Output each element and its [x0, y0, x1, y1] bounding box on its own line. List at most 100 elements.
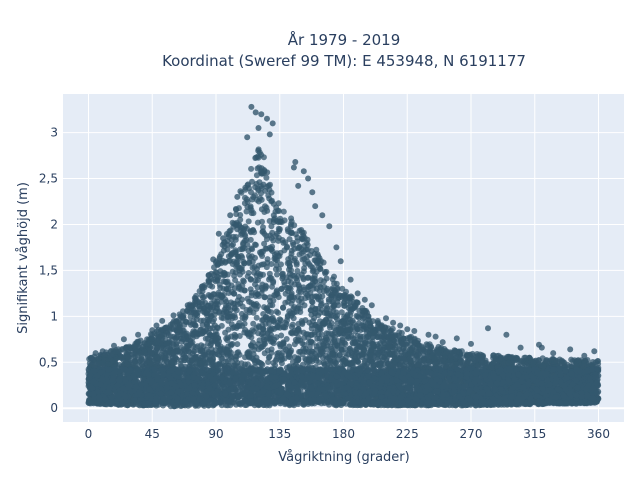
data-point — [345, 326, 351, 333]
data-point — [249, 196, 256, 203]
data-point — [286, 259, 293, 266]
data-point — [278, 261, 284, 268]
data-point — [197, 317, 204, 324]
data-point — [278, 332, 285, 339]
data-point — [253, 314, 260, 321]
data-point — [321, 278, 327, 285]
data-point — [212, 278, 219, 285]
data-point — [261, 350, 268, 357]
data-point — [261, 240, 268, 247]
data-point — [374, 317, 381, 324]
data-point — [301, 255, 308, 262]
data-point — [252, 184, 259, 191]
data-point — [263, 174, 270, 181]
data-point — [294, 268, 301, 274]
data-point — [204, 316, 211, 323]
data-point — [253, 196, 260, 203]
data-point — [273, 308, 280, 315]
data-point — [389, 325, 396, 332]
data-point — [295, 334, 302, 341]
data-point — [183, 319, 190, 325]
data-point — [238, 189, 245, 196]
chart-title: År 1979 - 2019 — [288, 30, 401, 49]
data-point — [241, 287, 248, 294]
data-point — [302, 295, 309, 302]
data-point — [247, 276, 254, 282]
data-point — [177, 360, 184, 367]
data-point — [313, 246, 320, 253]
data-point — [305, 274, 312, 281]
data-point — [286, 236, 293, 243]
data-point — [359, 315, 366, 322]
data-point — [282, 290, 289, 297]
data-point — [243, 208, 250, 215]
data-point — [307, 290, 314, 297]
data-point — [241, 260, 248, 267]
data-point — [245, 218, 252, 225]
data-point — [211, 264, 217, 271]
data-point — [192, 322, 199, 329]
data-point — [260, 228, 266, 235]
data-point — [338, 309, 345, 316]
data-point — [258, 196, 265, 203]
data-point — [314, 251, 321, 258]
data-point — [278, 360, 285, 367]
data-point — [568, 356, 575, 363]
data-point — [250, 320, 257, 327]
data-point — [118, 354, 125, 361]
data-point — [245, 269, 252, 276]
data-point — [326, 322, 333, 329]
data-point — [235, 349, 242, 356]
data-point — [291, 245, 298, 252]
data-point — [276, 228, 283, 235]
data-point — [308, 348, 315, 355]
data-point — [256, 337, 263, 344]
data-point — [229, 268, 236, 275]
data-point — [248, 207, 255, 214]
data-point — [260, 326, 267, 333]
data-point — [274, 271, 280, 278]
data-point — [255, 330, 262, 337]
data-point — [225, 317, 232, 324]
data-point — [316, 293, 323, 300]
data-point — [242, 361, 249, 368]
data-point — [224, 337, 231, 344]
data-point — [313, 357, 320, 364]
data-point — [247, 236, 254, 243]
data-point — [213, 300, 220, 307]
data-point — [203, 321, 210, 328]
data-point — [226, 228, 233, 235]
data-point — [298, 299, 305, 306]
data-point — [275, 349, 282, 356]
data-point — [252, 192, 258, 199]
data-point — [222, 329, 229, 336]
data-point — [317, 266, 324, 273]
data-point — [309, 264, 316, 271]
data-point — [333, 280, 340, 287]
data-point — [237, 212, 244, 218]
data-point — [252, 242, 259, 248]
data-point — [231, 331, 238, 338]
data-point — [246, 298, 253, 305]
data-point — [268, 246, 275, 253]
data-points — [85, 103, 602, 410]
data-point — [270, 279, 277, 286]
data-point — [291, 341, 298, 348]
data-point — [217, 284, 224, 291]
data-point — [248, 165, 255, 172]
data-point — [230, 241, 236, 248]
data-point — [331, 273, 337, 280]
data-point — [268, 223, 275, 230]
data-point — [304, 236, 311, 243]
data-point — [233, 206, 240, 213]
data-point — [364, 333, 371, 340]
chart-subtitle: Koordinat (Sweref 99 TM): E 453948, N 61… — [162, 52, 526, 70]
data-point — [178, 344, 185, 351]
data-point — [320, 354, 326, 361]
data-point — [208, 293, 215, 300]
data-point — [168, 325, 175, 332]
data-point — [276, 316, 283, 323]
data-point — [270, 237, 277, 244]
data-point — [332, 347, 339, 354]
